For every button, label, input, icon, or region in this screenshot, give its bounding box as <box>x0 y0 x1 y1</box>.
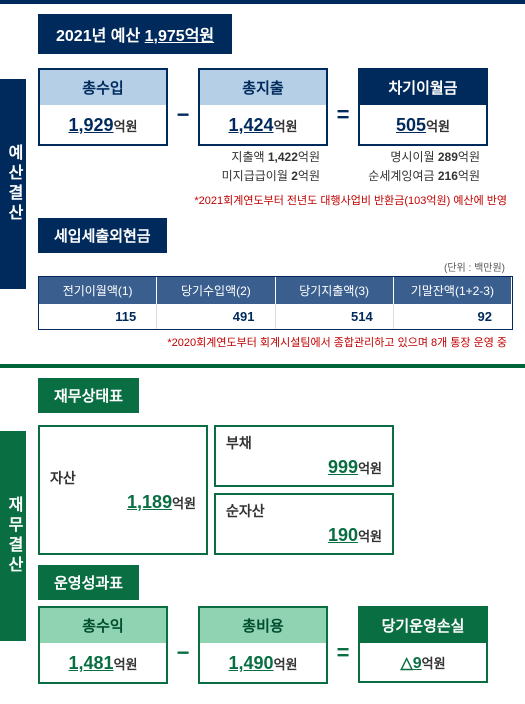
ops-loss-amount: △9 <box>400 655 421 672</box>
exp-d0-unit: 억원 <box>298 150 320 164</box>
budget-note: *2021회계연도부터 전년도 대행사업비 반환금(103억원) 예산에 반영 <box>38 192 513 208</box>
fs-asset-unit: 억원 <box>172 496 196 511</box>
car-d1-label: 순세계잉여금 <box>368 169 434 183</box>
fs-netasset-box: 순자산 190억원 <box>214 493 394 555</box>
box-ops-expense: 총비용 1,490억원 <box>198 606 328 684</box>
box-carry-amount: 505 <box>396 115 426 135</box>
td-0: 115 <box>39 304 157 329</box>
car-d0-unit: 억원 <box>458 150 480 164</box>
ops-revenue-amount: 1,481 <box>69 653 114 673</box>
box-revenue: 총수입 1,929억원 <box>38 68 168 146</box>
cash-note: *2020회계연도부터 회계시설팀에서 종합관리하고 있으며 8개 통장 운영 … <box>38 330 513 350</box>
ops-revenue-label: 총수익 <box>40 608 166 643</box>
fs-asset-label: 자산 <box>50 468 196 488</box>
box-carry-unit: 억원 <box>426 119 450 134</box>
box-ops-revenue: 총수익 1,481억원 <box>38 606 168 684</box>
box-carry-label: 차기이월금 <box>360 70 486 105</box>
cash-title: 세입세출외현금 <box>38 218 167 253</box>
fs-liability-unit: 억원 <box>358 461 382 476</box>
fs-area: 자산 1,189억원 부채 999억원 순자산 <box>38 425 513 555</box>
budget-content: 2021년 예산 1,975억원 총수입 1,929억원 − 총지 <box>26 4 525 364</box>
fs-title: 재무상태표 <box>38 378 139 413</box>
exp-d0-amt: 1,422 <box>268 150 298 164</box>
box-expense-unit: 억원 <box>274 119 298 134</box>
ops-revenue-unit: 억원 <box>114 657 138 672</box>
fs-netasset-unit: 억원 <box>358 529 382 544</box>
cash-table: 전기이월액(1) 당기수입액(2) 당기지출액(3) 기말잔액(1+2-3) 1… <box>38 276 513 330</box>
ops-loss-unit: 억원 <box>422 656 446 671</box>
op-eq: = <box>332 68 354 128</box>
fs-asset-amount: 1,189 <box>127 492 172 512</box>
th-3: 기말잔액(1+2-3) <box>394 277 512 304</box>
cash-unit-label: (단위 : 백만원) <box>38 259 513 274</box>
fs-netasset-label: 순자산 <box>226 501 382 521</box>
ops-loss-label: 당기운영손실 <box>360 608 486 643</box>
box-revenue-amount: 1,929 <box>69 115 114 135</box>
carry-details: 명시이월 289억원 순세계잉여금 216억원 <box>358 146 488 186</box>
budget-title: 2021년 예산 1,975억원 <box>38 14 232 54</box>
ops-title: 운영성과표 <box>38 565 139 600</box>
car-d0-amt: 289 <box>438 150 458 164</box>
car-d1-amt: 216 <box>438 169 458 183</box>
exp-d0-label: 지출액 <box>231 150 264 164</box>
box-revenue-label: 총수입 <box>40 70 166 105</box>
sidebar-label-financial: 재무결산 <box>0 431 26 641</box>
exp-d1-unit: 억원 <box>298 169 320 183</box>
fs-liability-box: 부채 999억원 <box>214 425 394 487</box>
ops-expense-label: 총비용 <box>200 608 326 643</box>
fs-asset-box: 자산 1,189억원 <box>38 425 208 555</box>
box-revenue-unit: 억원 <box>114 119 138 134</box>
td-2: 514 <box>276 304 394 329</box>
title-amount: 1,975억원 <box>145 28 214 45</box>
td-1: 491 <box>157 304 275 329</box>
expense-details: 지출액 1,422억원 미지급급이월 2억원 <box>198 146 328 186</box>
ops-op-minus: − <box>172 606 194 666</box>
fs-liability-label: 부채 <box>226 433 382 453</box>
exp-d1-amt: 2 <box>291 169 298 183</box>
car-d0-label: 명시이월 <box>390 150 434 164</box>
box-revenue-wrap: 총수입 1,929억원 <box>38 68 168 146</box>
ops-expense-unit: 억원 <box>274 657 298 672</box>
title-prefix: 2021년 예산 <box>56 28 145 45</box>
car-d1-unit: 억원 <box>458 169 480 183</box>
th-1: 당기수입액(2) <box>157 277 275 304</box>
ops-expense-amount: 1,490 <box>229 653 274 673</box>
box-expense: 총지출 1,424억원 <box>198 68 328 146</box>
ops-calc-row: 총수익 1,481억원 − 총비용 1,490억원 = 당기운영손실 △9 <box>38 606 513 684</box>
box-carry-wrap: 차기이월금 505억원 명시이월 289억원 순세계잉여금 216억원 <box>358 68 488 186</box>
box-expense-label: 총지출 <box>200 70 326 105</box>
td-3: 92 <box>394 304 512 329</box>
ops-op-eq: = <box>332 606 354 666</box>
th-0: 전기이월액(1) <box>39 277 157 304</box>
exp-d1-label: 미지급급이월 <box>222 169 288 183</box>
budget-calc-row: 총수입 1,929억원 − 총지출 1,424억원 <box>38 68 513 186</box>
fs-liability-amount: 999 <box>328 457 358 477</box>
fs-netasset-amount: 190 <box>328 525 358 545</box>
box-expense-wrap: 총지출 1,424억원 지출액 1,422억원 미지급급이월 2억원 <box>198 68 328 186</box>
box-carry: 차기이월금 505억원 <box>358 68 488 146</box>
box-ops-loss: 당기운영손실 △9억원 <box>358 606 488 683</box>
box-expense-amount: 1,424 <box>229 115 274 135</box>
financial-content: 재무상태표 자산 1,189억원 부채 999억원 <box>26 368 525 704</box>
sidebar-label-budget: 예산결산 <box>0 79 26 289</box>
op-minus: − <box>172 68 194 128</box>
th-2: 당기지출액(3) <box>276 277 394 304</box>
